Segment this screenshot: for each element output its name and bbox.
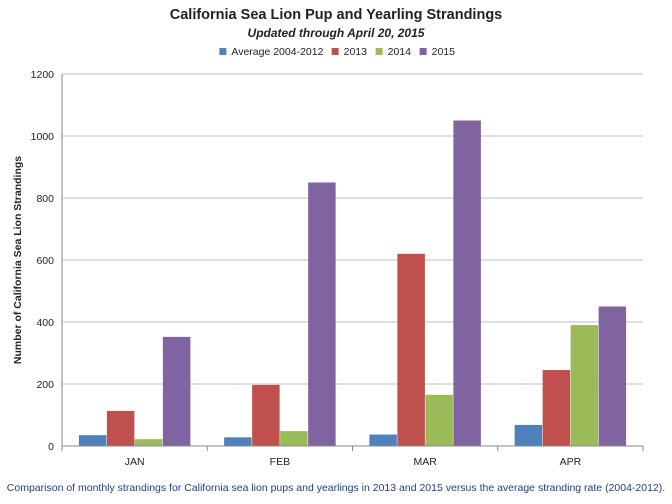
legend-label: Average 2004-2012 [231,46,323,58]
legend-label: 2014 [388,46,412,58]
chart-caption: Comparison of monthly strandings for Cal… [6,482,666,494]
bar-average-2004-2012-mar [369,434,397,446]
legend-swatch [219,48,227,55]
x-tick-label: FEB [270,456,290,468]
legend-swatch [375,48,383,55]
bar-average-2004-2012-jan [78,435,107,446]
bar-average-2004-2012-feb [224,437,252,446]
y-axis-label: Number of California Sea Lion Strandings [12,156,24,364]
bar-2015-feb [308,182,336,446]
y-tick-label: 1000 [31,131,55,143]
bar-average-2004-2012-apr [514,424,543,446]
bar-2015-jan [162,336,191,446]
legend: Average 2004-2012 2013 2014 2015 [219,46,455,58]
chart-subtitle: Updated through April 20, 2015 [248,26,425,40]
bar-chart: California Sea Lion Pup and Yearling Str… [12,7,644,468]
bar-2014-apr [570,325,599,446]
y-tick-label: 1200 [31,69,55,81]
y-tick-label: 600 [36,255,54,267]
y-tick-label: 400 [36,317,54,329]
legend-label: 2015 [432,46,456,58]
bar-2013-apr [542,370,571,446]
axes: 0 200 400 600 800 1000 1200 JAN FEB MAR APR [31,69,644,468]
y-tick-label: 200 [36,379,54,391]
x-tick-label: MAR [413,456,437,468]
bar-2013-feb [252,384,280,446]
grid [62,73,643,385]
bar-2015-apr [598,306,627,446]
bar-2014-mar [425,394,453,446]
legend-label: 2013 [344,46,368,58]
y-tick-label: 0 [48,441,54,453]
bar-2015-mar [453,120,481,446]
x-tick-label: JAN [125,456,145,468]
legend-swatch [331,48,339,55]
chart-title: California Sea Lion Pup and Yearling Str… [170,7,503,23]
y-tick-label: 800 [36,193,54,205]
bar-2014-jan [134,439,163,446]
bars [78,120,627,446]
bar-2013-mar [397,253,425,446]
bar-2013-jan [106,410,135,446]
x-tick-label: APR [560,456,582,468]
legend-swatch [419,48,427,55]
bar-2014-feb [280,431,308,446]
